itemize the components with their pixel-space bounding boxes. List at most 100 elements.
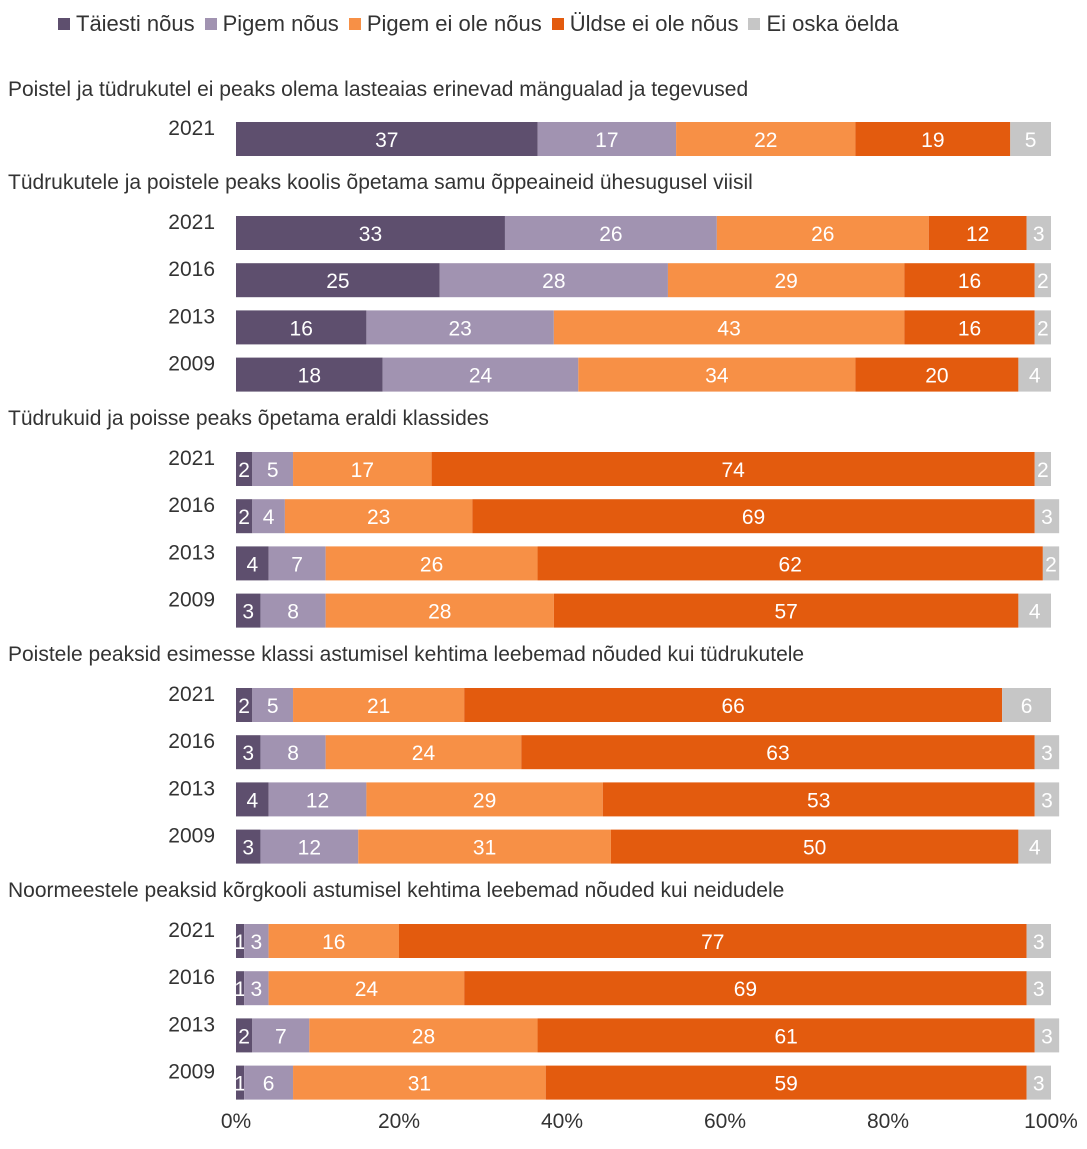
year-label: 2009 — [168, 1061, 215, 1084]
data-label: 59 — [774, 1073, 797, 1096]
bar-segment — [1026, 924, 1051, 958]
data-label: 3 — [1041, 506, 1053, 529]
year-label: 2016 — [168, 966, 215, 989]
bar-segment — [268, 971, 465, 1006]
legend-item: Üldse ei ole nõus — [551, 11, 738, 37]
x-tick-label: 60% — [704, 1110, 746, 1133]
data-label: 77 — [701, 931, 724, 954]
data-label: 23 — [448, 317, 471, 340]
bar-segment — [236, 593, 261, 628]
year-label: 2009 — [168, 589, 215, 612]
data-label: 24 — [412, 742, 436, 765]
data-label: 43 — [717, 317, 740, 340]
bar-segment — [325, 546, 538, 581]
bar-segment — [244, 1065, 294, 1100]
data-label: 22 — [754, 129, 777, 152]
data-label: 29 — [473, 789, 496, 812]
bar-segment — [602, 782, 1035, 817]
bar-segment — [1034, 782, 1060, 817]
bar-segment — [236, 546, 269, 581]
data-label: 69 — [734, 978, 757, 1001]
data-label: 69 — [742, 506, 765, 529]
bar-segment — [553, 593, 1019, 628]
data-label: 4 — [1029, 601, 1041, 624]
year-label: 2009 — [168, 825, 215, 848]
data-label: 62 — [779, 553, 802, 576]
bar-segment — [537, 122, 677, 156]
x-tick-label: 20% — [378, 1110, 420, 1133]
bar-segment — [268, 924, 399, 958]
bar-segment — [1034, 310, 1051, 345]
legend-swatch — [748, 18, 761, 30]
bar-segment — [236, 310, 367, 345]
data-label: 21 — [367, 695, 390, 718]
group-title: Poistel ja tüdrukutel ei peaks olema las… — [8, 78, 748, 101]
x-tick-label: 0% — [221, 1110, 251, 1133]
bar-segment — [284, 499, 473, 534]
data-label: 53 — [807, 789, 830, 812]
legend-item: Pigem nõus — [204, 11, 339, 37]
year-label: 2016 — [168, 258, 215, 281]
bar-segment — [1034, 499, 1060, 534]
data-label: 28 — [542, 270, 565, 293]
year-label: 2021 — [168, 117, 215, 140]
data-label: 24 — [469, 365, 493, 388]
data-label: 20 — [925, 365, 948, 388]
group-title: Poistele peaksid esimesse klassi astumis… — [8, 643, 804, 666]
bar-segment — [236, 122, 538, 156]
data-label: 1 — [234, 978, 246, 1001]
bar-segment — [252, 1018, 310, 1053]
chart-legend: Täiesti nõus Pigem nõus Pigem ei ole nõus Ü… — [58, 6, 909, 42]
bar-segment — [236, 782, 269, 817]
bar-segment — [366, 782, 603, 817]
data-label: 2 — [238, 695, 250, 718]
data-label: 28 — [412, 1025, 435, 1048]
bar-segment — [236, 216, 505, 250]
bar-segment — [293, 1065, 546, 1100]
legend-swatch — [551, 18, 564, 30]
data-label: 26 — [811, 223, 834, 246]
bar-segment — [268, 782, 367, 817]
bar-segment — [399, 924, 1027, 958]
bar-segment — [236, 735, 261, 770]
data-label: 24 — [355, 978, 379, 1001]
bar-segment — [236, 263, 440, 298]
bar-segment — [537, 1018, 1035, 1053]
bar-segment — [504, 216, 717, 250]
bar-segment — [382, 357, 579, 392]
data-label: 61 — [774, 1025, 797, 1048]
data-label: 6 — [263, 1073, 275, 1096]
year-label: 2016 — [168, 730, 215, 753]
year-label: 2021 — [168, 447, 215, 470]
data-label: 2 — [1037, 270, 1049, 293]
bar-segment — [236, 499, 253, 534]
bar-segment — [325, 735, 522, 770]
data-label: 2 — [1045, 553, 1057, 576]
data-label: 4 — [1029, 837, 1041, 860]
year-label: 2013 — [168, 541, 215, 564]
data-label: 6 — [1021, 695, 1033, 718]
bar-segment — [553, 310, 905, 345]
data-label: 12 — [306, 789, 329, 812]
bar-segment — [1026, 971, 1051, 1006]
data-label: 2 — [238, 1025, 250, 1048]
year-label: 2013 — [168, 777, 215, 800]
data-label: 3 — [1033, 931, 1045, 954]
data-label: 3 — [242, 742, 254, 765]
x-tick-label: 100% — [1024, 1110, 1078, 1133]
data-label: 4 — [263, 506, 275, 529]
bar-segment — [236, 452, 253, 486]
bar-segment — [1026, 216, 1051, 250]
data-label: 3 — [242, 601, 254, 624]
data-label: 12 — [966, 223, 989, 246]
data-label: 5 — [1025, 129, 1037, 152]
data-label: 25 — [326, 270, 349, 293]
data-label: 74 — [721, 459, 745, 482]
year-label: 2013 — [168, 305, 215, 328]
year-label: 2009 — [168, 353, 215, 376]
bar-segment — [1034, 263, 1051, 298]
bar-segment — [1042, 546, 1060, 581]
legend-label: Ei oska öelda — [766, 11, 899, 36]
data-label: 63 — [766, 742, 789, 765]
data-label: 7 — [275, 1025, 287, 1048]
